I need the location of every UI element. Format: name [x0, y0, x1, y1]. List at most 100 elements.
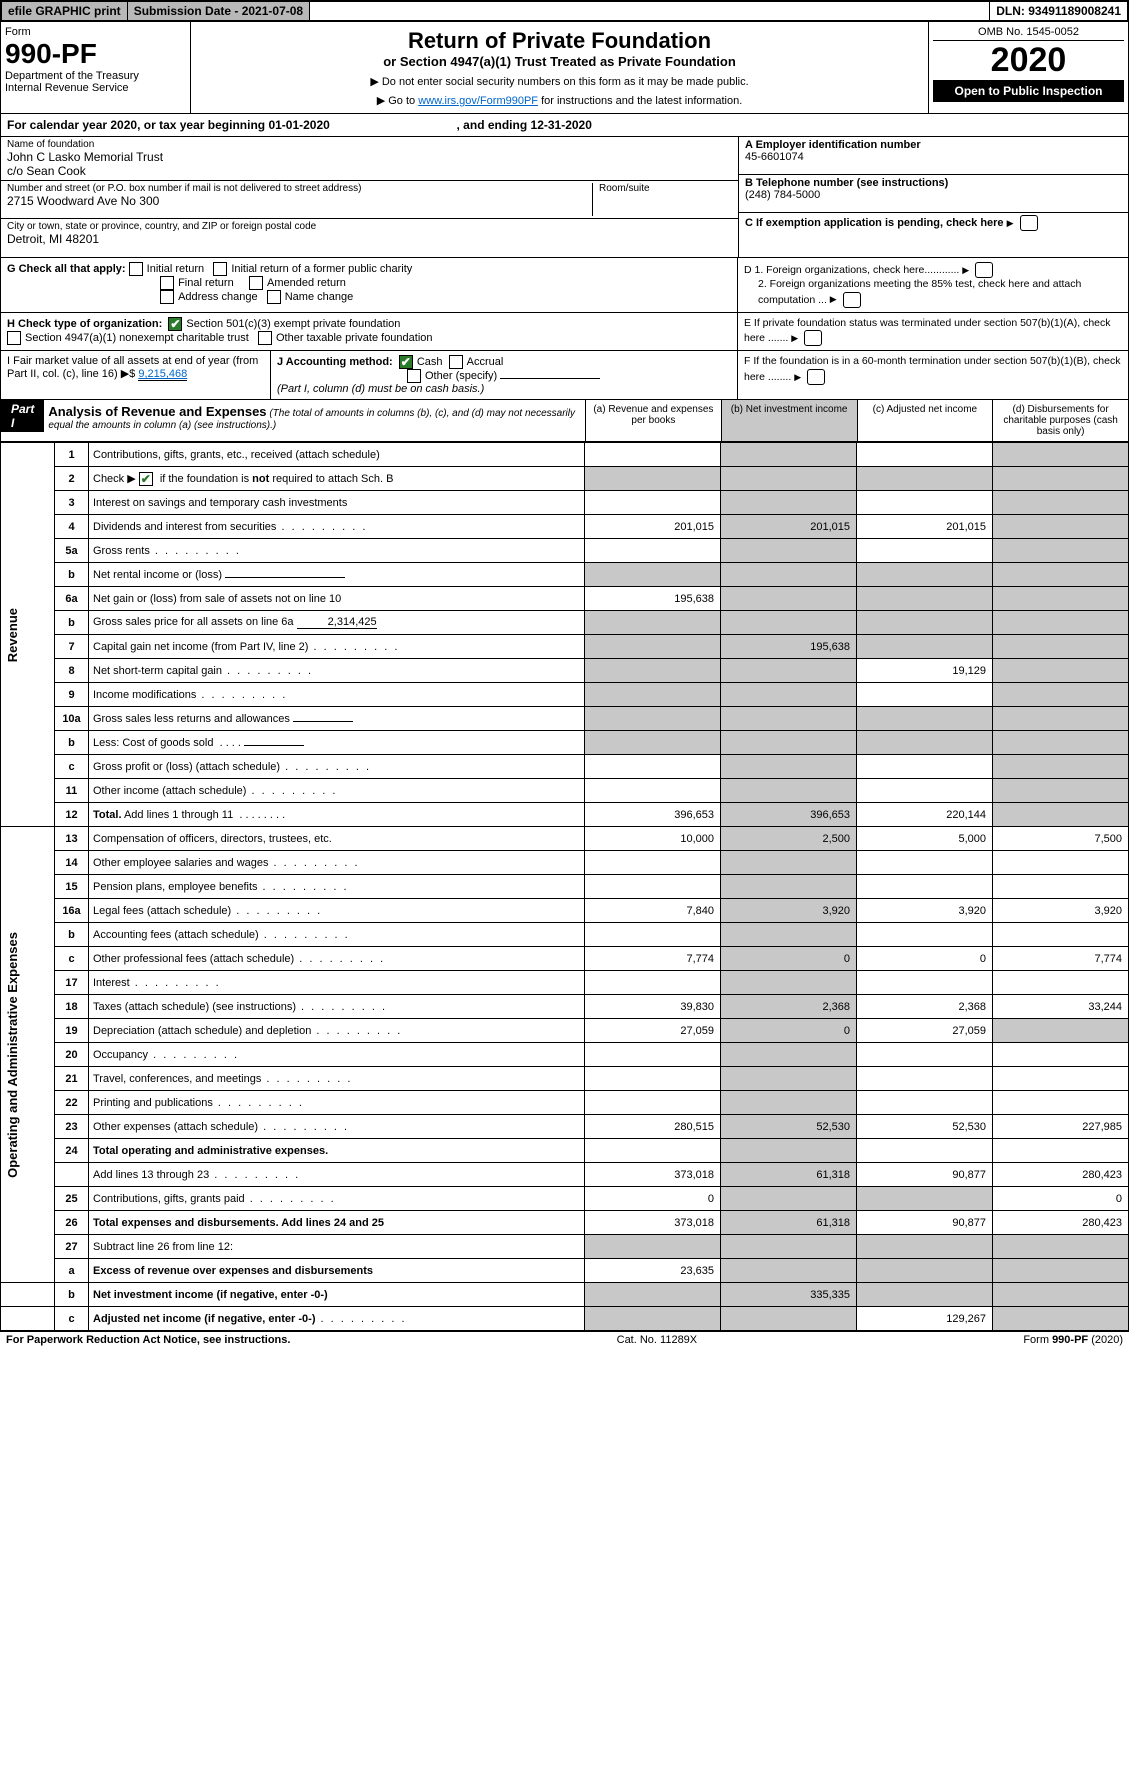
- d2-checkbox[interactable]: [843, 292, 861, 308]
- table-row: 22Printing and publications: [1, 1091, 1129, 1115]
- i-value-link[interactable]: 9,215,468: [138, 368, 187, 381]
- revenue-vlabel: Revenue: [5, 608, 20, 662]
- g-o5: Address change: [178, 291, 258, 303]
- table-row: 17Interest: [1, 971, 1129, 995]
- col-b-head: (b) Net investment income: [722, 400, 858, 441]
- part1-text: Analysis of Revenue and Expenses (The to…: [44, 400, 581, 435]
- table-row: aExcess of revenue over expenses and dis…: [1, 1259, 1129, 1283]
- table-row: 3Interest on savings and temporary cash …: [1, 491, 1129, 515]
- h-4947-checkbox[interactable]: [7, 331, 21, 345]
- header-center: Return of Private Foundation or Section …: [191, 22, 928, 113]
- expenses-vlabel: Operating and Administrative Expenses: [5, 932, 20, 1178]
- table-row: 11Other income (attach schedule): [1, 779, 1129, 803]
- form-word: Form: [5, 26, 186, 38]
- c-label: C If exemption application is pending, c…: [745, 217, 1004, 229]
- part1-badge: Part I: [1, 400, 44, 432]
- table-row: 24Total operating and administrative exp…: [1, 1139, 1129, 1163]
- table-row: 2Check ▶ if the foundation is not requir…: [1, 467, 1129, 491]
- col-d-head: (d) Disbursements for charitable purpose…: [993, 400, 1128, 441]
- j-label: J Accounting method:: [277, 356, 393, 368]
- addr-row: Number and street (or P.O. box number if…: [1, 181, 738, 219]
- form-header: Form 990-PF Department of the Treasury I…: [0, 22, 1129, 114]
- col-c-head: (c) Adjusted net income: [858, 400, 994, 441]
- note-ssn: ▶ Do not enter social security numbers o…: [197, 75, 922, 88]
- part1-left: Part I Analysis of Revenue and Expenses …: [1, 400, 586, 441]
- form-title: Return of Private Foundation: [197, 28, 922, 54]
- j-block: J Accounting method: Cash Accrual Other …: [271, 351, 738, 399]
- footer-left: For Paperwork Reduction Act Notice, see …: [6, 1334, 290, 1346]
- d1-checkbox[interactable]: [975, 262, 993, 278]
- g-name-checkbox[interactable]: [267, 290, 281, 304]
- schb-checkbox[interactable]: [139, 472, 153, 486]
- h-o1: Section 501(c)(3) exempt private foundat…: [186, 318, 400, 330]
- table-row: bLess: Cost of goods sold . . . .: [1, 731, 1129, 755]
- g-o1: Initial return: [147, 263, 204, 275]
- g-initial-public-checkbox[interactable]: [213, 262, 227, 276]
- city-val: Detroit, MI 48201: [7, 232, 732, 246]
- omb: OMB No. 1545-0052: [933, 26, 1124, 41]
- g-o2: Initial return of a former public charit…: [231, 263, 412, 275]
- name-row: Name of foundation John C Lasko Memorial…: [1, 137, 738, 181]
- d2-label: 2. Foreign organizations meeting the 85%…: [758, 278, 1081, 305]
- cal-b: , and ending 12-31-2020: [457, 118, 592, 132]
- table-row: 9Income modifications: [1, 683, 1129, 707]
- j-o2: Accrual: [467, 356, 504, 368]
- h-501c3-checkbox[interactable]: [168, 317, 182, 331]
- table-row: bNet rental income or (loss): [1, 563, 1129, 587]
- f-block: F If the foundation is in a 60-month ter…: [738, 351, 1128, 399]
- i-label: I Fair market value of all assets at end…: [7, 355, 258, 380]
- g-o4: Amended return: [267, 277, 346, 289]
- identity-block: Name of foundation John C Lasko Memorial…: [0, 137, 1129, 258]
- h-o3: Other taxable private foundation: [276, 332, 433, 344]
- g-o6: Name change: [285, 291, 354, 303]
- calendar-year-row: For calendar year 2020, or tax year begi…: [0, 114, 1129, 137]
- table-row: cOther professional fees (attach schedul…: [1, 947, 1129, 971]
- table-row: 26Total expenses and disbursements. Add …: [1, 1211, 1129, 1235]
- g-final-checkbox[interactable]: [160, 276, 174, 290]
- table-row: 16aLegal fees (attach schedule)7,8403,92…: [1, 899, 1129, 923]
- j-o1: Cash: [417, 356, 443, 368]
- i-block: I Fair market value of all assets at end…: [1, 351, 271, 399]
- g-initial-checkbox[interactable]: [129, 262, 143, 276]
- addr-val: 2715 Woodward Ave No 300: [7, 194, 592, 208]
- d1-label: D 1. Foreign organizations, check here..…: [744, 264, 959, 276]
- table-row: 5aGross rents: [1, 539, 1129, 563]
- form-link[interactable]: www.irs.gov/Form990PF: [418, 95, 538, 107]
- header-right: OMB No. 1545-0052 2020 Open to Public In…: [928, 22, 1128, 113]
- table-row: 10aGross sales less returns and allowanc…: [1, 707, 1129, 731]
- table-row: 18Taxes (attach schedule) (see instructi…: [1, 995, 1129, 1019]
- table-row: cGross profit or (loss) (attach schedule…: [1, 755, 1129, 779]
- dept: Department of the Treasury: [5, 70, 186, 82]
- f-checkbox[interactable]: [807, 369, 825, 385]
- e-block: E If private foundation status was termi…: [738, 313, 1128, 351]
- page-footer: For Paperwork Reduction Act Notice, see …: [0, 1331, 1129, 1348]
- j-other-checkbox[interactable]: [407, 369, 421, 383]
- e-checkbox[interactable]: [804, 330, 822, 346]
- ein-val: 45-6601074: [745, 151, 1122, 163]
- table-row: 12Total. Add lines 1 through 11 . . . . …: [1, 803, 1129, 827]
- g-block: G Check all that apply: Initial return I…: [1, 258, 738, 312]
- table-row: 6aNet gain or (loss) from sale of assets…: [1, 587, 1129, 611]
- j-o3: Other (specify): [425, 370, 497, 382]
- g-address-checkbox[interactable]: [160, 290, 174, 304]
- j-accrual-checkbox[interactable]: [449, 355, 463, 369]
- d-block: D 1. Foreign organizations, check here..…: [738, 258, 1128, 312]
- part1-table: Revenue 1Contributions, gifts, grants, e…: [0, 442, 1129, 1331]
- form-subtitle: or Section 4947(a)(1) Trust Treated as P…: [197, 54, 922, 69]
- h-label: H Check type of organization:: [7, 318, 162, 330]
- note-link: ▶ Go to www.irs.gov/Form990PF for instru…: [197, 94, 922, 107]
- table-row: 15Pension plans, employee benefits: [1, 875, 1129, 899]
- id-right: A Employer identification number 45-6601…: [738, 137, 1128, 257]
- table-row: cAdjusted net income (if negative, enter…: [1, 1307, 1129, 1331]
- table-row: 4Dividends and interest from securities2…: [1, 515, 1129, 539]
- room-label: Room/suite: [599, 183, 732, 194]
- c-checkbox[interactable]: [1020, 215, 1038, 231]
- table-row: 19Depreciation (attach schedule) and dep…: [1, 1019, 1129, 1043]
- addr-label: Number and street (or P.O. box number if…: [7, 183, 592, 194]
- j-cash-checkbox[interactable]: [399, 355, 413, 369]
- spacer: [310, 2, 990, 20]
- g-amended-checkbox[interactable]: [249, 276, 263, 290]
- exemption-row: C If exemption application is pending, c…: [739, 213, 1128, 251]
- r1-num: 1: [55, 443, 89, 467]
- h-other-checkbox[interactable]: [258, 331, 272, 345]
